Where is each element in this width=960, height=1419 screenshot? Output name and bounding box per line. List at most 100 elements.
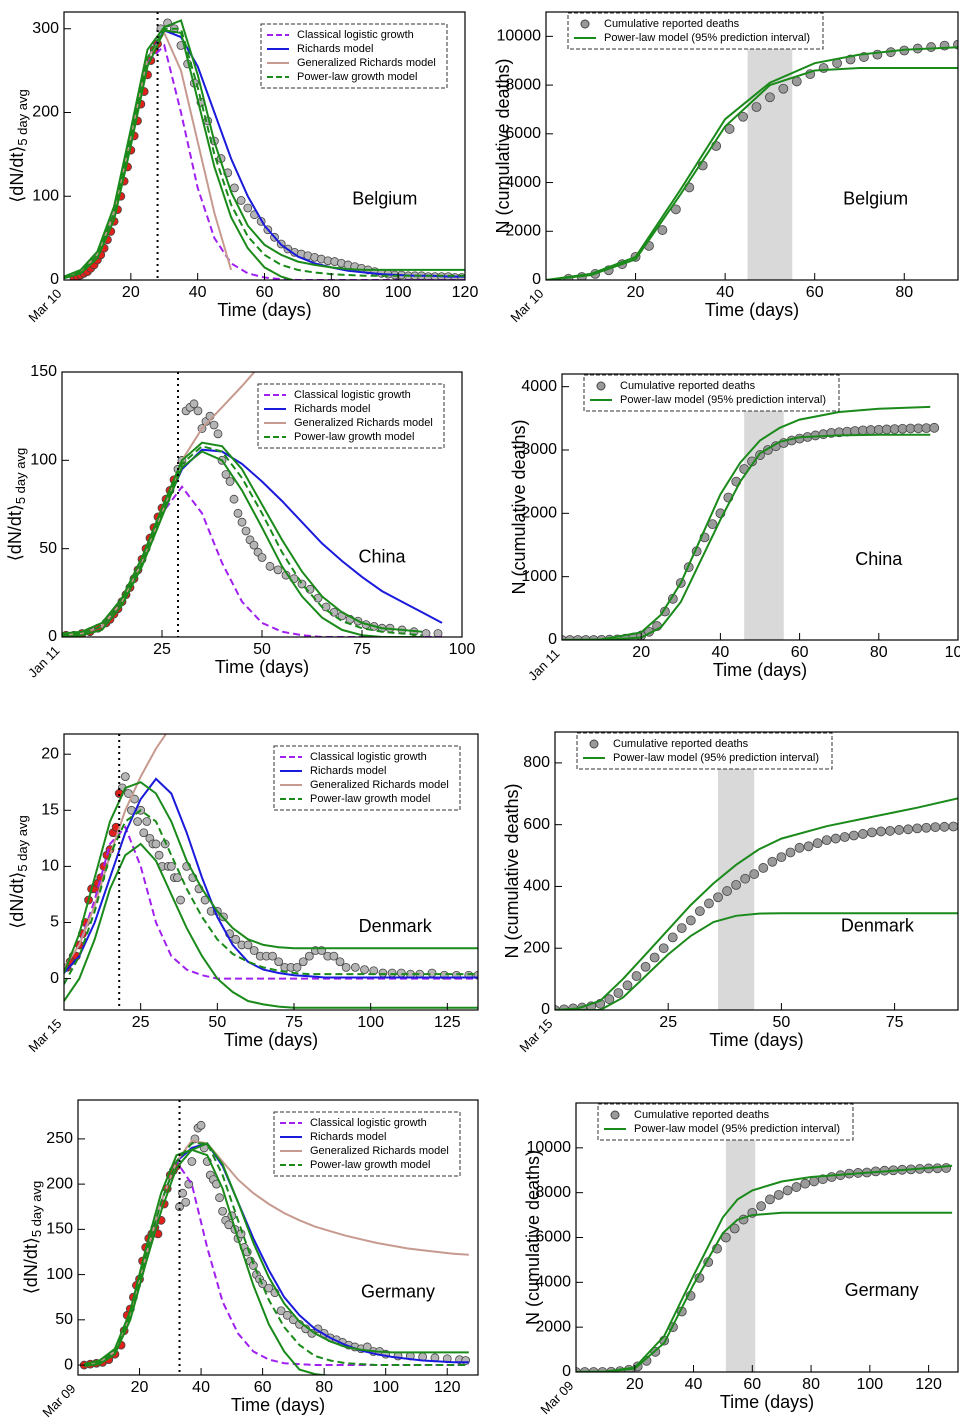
plot-area [62, 372, 443, 637]
data-point [243, 203, 253, 213]
country-label: Denmark [359, 916, 433, 936]
interval-bound [546, 67, 958, 280]
data-point [151, 839, 161, 849]
panel: 0 1000 2000 3000 4000 Jan 11 20 40 60 80 100 Time (… [509, 373, 960, 683]
plot-area [64, 734, 478, 1010]
legend: Cumulative reported deaths Power-law mode… [597, 1103, 854, 1141]
plot-frame [545, 11, 959, 281]
y-tick-label: 600 [523, 816, 550, 833]
y-tick-label: 200 [46, 1175, 73, 1192]
panel: 0 2000 4000 6000 8000 10000 Mar 10 20 40 60 80 Time… [493, 11, 959, 325]
y-tick-label: 0 [50, 271, 59, 288]
x-tick-label: 40 [685, 1376, 703, 1393]
y-tick-label: 800 [523, 754, 550, 771]
data-point [948, 821, 958, 832]
data-point [249, 540, 259, 550]
legend-label: Richards model [294, 403, 370, 415]
data-point [461, 1356, 471, 1365]
data-point [903, 824, 914, 835]
data-point [433, 629, 443, 637]
legend-box [567, 12, 824, 50]
x-tick-label: 100 [385, 284, 412, 301]
data-point [867, 827, 877, 838]
data-point [800, 1178, 811, 1189]
x-date-label: Mar 15 [516, 1016, 555, 1055]
data-point [885, 825, 895, 836]
legend-label: Cumulative reported deaths [604, 18, 740, 30]
y-axis-label: ⟨dN/dt⟩5 day avg [5, 448, 29, 561]
data-point [749, 869, 760, 879]
x-tick-label: 50 [773, 1014, 791, 1031]
y-tick-label: 3000 [521, 441, 557, 458]
data-point [758, 863, 769, 873]
data-point [341, 962, 351, 972]
data-point [685, 915, 696, 926]
data-point [421, 629, 431, 637]
panel: 0 100 200 300 Mar 10 20 40 60 80 100 120 Time (days… [7, 11, 478, 325]
x-tick-label: 75 [285, 1014, 303, 1031]
data-point [221, 470, 231, 479]
data-point [193, 406, 203, 416]
data-point [929, 422, 940, 433]
data-point [756, 1201, 767, 1212]
y-tick-label: 10000 [527, 1139, 572, 1156]
country-label: China [358, 546, 406, 566]
panel: 0 50 100 150 200 250 Mar 09 20 40 60 80 100 120 Time … [21, 1099, 479, 1419]
y-tick-label: 10000 [497, 28, 542, 45]
data-point [657, 225, 668, 235]
y-axis-label-main: N (cumulative deaths) [493, 58, 513, 233]
legend-label: Classical logistic growth [310, 751, 427, 763]
data-point [830, 833, 841, 844]
data-point [350, 962, 360, 972]
x-tick-label: 20 [131, 1379, 149, 1396]
data-point [213, 429, 223, 439]
legend-label: Classical logistic growth [310, 1117, 427, 1129]
data-point [930, 822, 941, 833]
y-axis-label-sub: 5 day avg [15, 89, 30, 145]
data-point [576, 1367, 581, 1372]
y-tick-label: 15 [41, 802, 59, 819]
x-date-label: Mar 15 [25, 1016, 64, 1055]
x-tick-label: 60 [806, 284, 824, 301]
interval-bound [546, 46, 958, 280]
data-point [778, 83, 789, 94]
x-tick-label: 100 [357, 1014, 384, 1031]
y-tick-label: 1000 [521, 568, 557, 585]
data-point [604, 994, 615, 1005]
x-tick-label: 80 [870, 644, 888, 661]
data-point [249, 946, 259, 955]
data-point [785, 847, 796, 858]
legend-label: Richards model [310, 1131, 386, 1143]
plot-area [562, 374, 940, 640]
data-point [133, 817, 143, 826]
legend-label: Power-law model (95% prediction interval… [613, 752, 819, 764]
y-tick-label: 200 [32, 104, 59, 121]
legend-box [257, 383, 445, 449]
data-point [818, 63, 829, 73]
data-point [722, 886, 732, 896]
legend: Cumulative reported deaths Power-law mode… [583, 374, 840, 412]
interval-bound [562, 433, 931, 640]
y-tick-label: 100 [32, 187, 59, 204]
data-point [237, 517, 247, 527]
y-tick-label: 2000 [535, 1318, 571, 1335]
x-tick-label: 80 [315, 1379, 333, 1396]
legend-label: Richards model [297, 43, 373, 55]
data-point [791, 1182, 802, 1192]
legend-label: Generalized Richards model [297, 57, 436, 69]
y-tick-label: 2000 [521, 505, 557, 522]
y-axis-label: ⟨dN/dt⟩5 day avg [21, 1181, 45, 1294]
x-tick-label: 60 [256, 284, 274, 301]
legend: Classical logistic growth Richards model G… [260, 23, 448, 89]
x-date-label: Mar 10 [25, 286, 64, 325]
data-point [848, 830, 859, 841]
model-curve [64, 825, 478, 980]
data-point [821, 835, 832, 846]
interval-bound [562, 405, 931, 640]
x-tick-label: 75 [886, 1014, 904, 1031]
data-point [876, 826, 886, 837]
legend-box [583, 374, 840, 412]
x-axis-label: Time (days) [224, 1030, 318, 1050]
country-label: China [855, 549, 903, 569]
data-point [826, 1172, 837, 1182]
